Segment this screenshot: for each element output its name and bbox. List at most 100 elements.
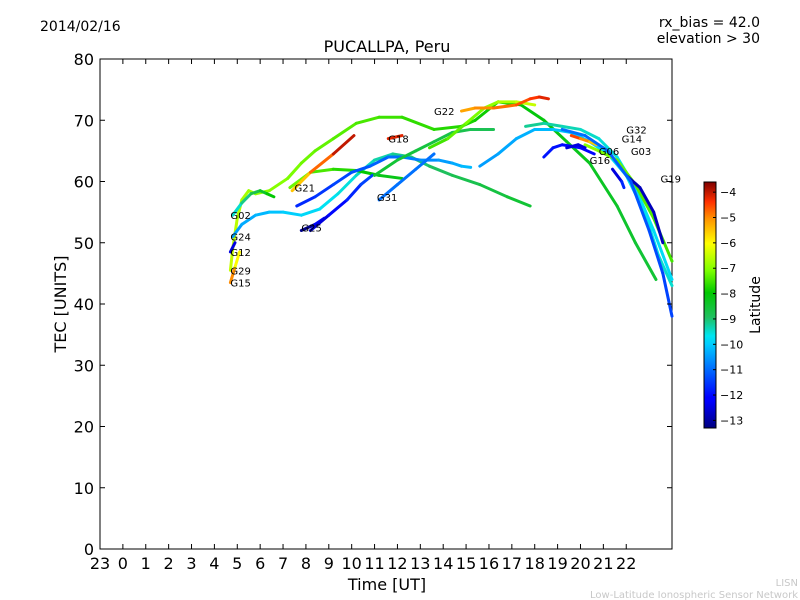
data-point [377, 173, 404, 180]
colorbar-tick-label: −13 [720, 414, 743, 427]
prn-label: G25 [301, 223, 321, 234]
data-point [240, 213, 258, 226]
prn-label: G18 [388, 135, 408, 146]
colorbar-tick-label: −8 [720, 288, 736, 301]
data-point [249, 189, 262, 196]
data-point [345, 183, 363, 202]
data-point [354, 115, 381, 125]
x-tick-label: 19 [547, 554, 567, 573]
data-point [652, 210, 665, 245]
data-point [432, 131, 454, 144]
prn-label: G32 [626, 125, 646, 136]
data-point [460, 164, 473, 169]
data-point [228, 265, 237, 285]
data-point [514, 97, 532, 107]
data-point [373, 158, 399, 177]
data-point [542, 146, 555, 159]
y-tick-label: 0 [84, 540, 94, 559]
data-point [386, 134, 404, 141]
data-point [377, 183, 399, 202]
data-point [299, 149, 317, 165]
x-tick-label: 14 [433, 554, 453, 573]
data-point [478, 152, 500, 168]
series-g02 [231, 189, 276, 217]
y-tick-label: 70 [74, 111, 94, 130]
data-point [446, 121, 468, 141]
data-point [400, 115, 436, 131]
data-point [254, 210, 271, 217]
colorbar-tick-label: −7 [720, 262, 736, 275]
data-point [233, 250, 242, 269]
data-point [313, 137, 335, 153]
series-g18b [386, 134, 404, 141]
rx-bias-label: rx_bias = 42.0 [659, 15, 760, 31]
data-point [661, 271, 674, 318]
series-g22 [373, 127, 496, 177]
data-point [524, 121, 546, 128]
data-point [331, 170, 354, 187]
colorbar-ticks: −4 −5 −6 −7 −8 −9 −10 −11 −12 −13 [713, 186, 743, 427]
data-point [350, 164, 372, 174]
y-tick-label: 20 [74, 418, 94, 437]
data-point [578, 146, 596, 156]
y-axis-ticks: 0 10 20 30 40 50 60 70 80 [74, 50, 672, 559]
x-tick-label: 3 [186, 554, 196, 573]
x-tick-label: 11 [364, 554, 384, 573]
data-point [267, 176, 290, 193]
data-point [327, 198, 349, 217]
data-point [565, 143, 580, 150]
x-tick-label: 9 [324, 554, 334, 573]
data-point [240, 192, 253, 205]
data-point [231, 201, 244, 217]
data-point [560, 127, 587, 138]
data-point [295, 195, 317, 208]
x-tick-label: 8 [301, 554, 311, 573]
data-point [331, 134, 356, 156]
data-point [308, 167, 335, 174]
data-point [231, 222, 244, 239]
data-point [464, 106, 486, 125]
data-point [560, 124, 582, 131]
data-point [606, 149, 633, 183]
data-point [492, 103, 518, 110]
data-point [629, 180, 651, 232]
series-g03b [565, 143, 587, 150]
colorbar-tick-label: −5 [720, 212, 736, 225]
y-tick-label: 80 [74, 50, 94, 69]
series-g19 [611, 167, 626, 190]
data-point [427, 164, 454, 177]
prn-label: G16 [590, 156, 610, 167]
x-tick-label: 5 [232, 554, 242, 573]
prn-label: G14 [622, 135, 642, 146]
series-g15 [228, 250, 242, 285]
x-tick-label: 22 [616, 554, 636, 573]
x-tick-label: 20 [570, 554, 590, 573]
data-point [265, 192, 276, 199]
data-point [318, 192, 340, 211]
data-point [597, 137, 619, 159]
prn-label: G19 [661, 174, 681, 185]
data-point [308, 213, 331, 232]
series-g12 [228, 241, 237, 254]
prn-label: G22 [434, 107, 454, 118]
prn-label: G24 [230, 233, 250, 244]
data-point [514, 127, 537, 141]
colorbar-tick-label: −4 [720, 186, 736, 199]
data-point [281, 210, 303, 217]
data-point [432, 124, 464, 131]
colorbar-tick-label: −10 [720, 338, 743, 351]
series-g22top [460, 95, 550, 113]
colorbar-label: Latitude [748, 276, 764, 334]
x-tick-label: 16 [479, 554, 499, 573]
chart-title: PUCALLPA, Peru [324, 37, 451, 56]
y-tick-label: 40 [74, 295, 94, 314]
watermark-title: LISN [776, 578, 798, 589]
data-point [656, 253, 674, 288]
x-tick-label: 0 [118, 554, 128, 573]
series-g16b [560, 127, 674, 318]
data-point [414, 152, 436, 171]
data-point [620, 180, 626, 190]
data-point [299, 207, 322, 217]
x-axis-label: Time [UT] [347, 575, 426, 594]
